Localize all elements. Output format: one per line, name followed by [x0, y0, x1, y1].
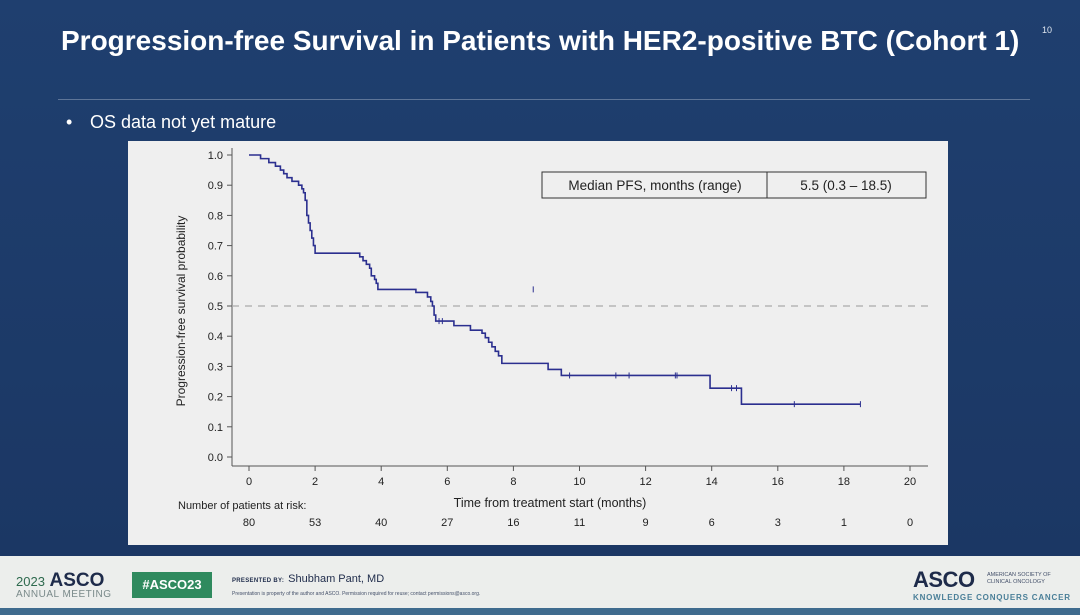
bullet-item: • OS data not yet mature — [66, 112, 276, 133]
at-risk-value: 80 — [243, 517, 255, 529]
y-tick-label: 1.0 — [208, 150, 223, 162]
meeting-year: 2023 — [16, 574, 45, 589]
asco-logo: ASCO — [913, 567, 975, 592]
bullet-text: OS data not yet mature — [90, 112, 277, 132]
y-tick-label: 0.6 — [208, 271, 223, 283]
tick-labels: 0.0 0.1 0.2 0.3 0.4 0.5 0.6 0.7 0.8 0.9 1.0 0 2 4 6 8 10… — [208, 150, 916, 488]
y-tick-label: 0.2 — [208, 392, 223, 404]
y-tick-label: 0.0 — [208, 452, 223, 464]
at-risk-value: 9 — [643, 517, 649, 529]
title-divider — [58, 99, 1030, 100]
meeting-subtitle: ANNUAL MEETING — [16, 589, 112, 600]
km-chart-panel: 0.0 0.1 0.2 0.3 0.4 0.5 0.6 0.7 0.8 0.9 1.0 0 2 4 6 8 10… — [128, 141, 948, 545]
disclaimer: Presentation is property of the author a… — [232, 591, 481, 597]
meeting-logo: 2023 ASCO — [16, 570, 104, 592]
at-risk-value: 11 — [574, 517, 585, 529]
at-risk-value: 40 — [375, 517, 387, 529]
slide-number: 10 — [1042, 25, 1053, 35]
y-tick-label: 0.5 — [208, 301, 223, 313]
x-tick-label: 6 — [444, 476, 450, 488]
x-tick-label: 10 — [573, 476, 585, 488]
at-risk-values: 80 53 40 27 16 11 9 6 3 1 0 — [243, 517, 913, 529]
x-tick-label: 0 — [246, 476, 252, 488]
y-tick-label: 0.9 — [208, 180, 223, 192]
presented-by-label: PRESENTED BY: — [232, 578, 285, 584]
censor-marks — [438, 286, 861, 408]
x-tick-label: 2 — [312, 476, 318, 488]
hashtag-badge: #ASCO23 — [132, 572, 212, 598]
asco-org-name: AMERICAN SOCIETY OF CLINICAL ONCOLOGY — [987, 572, 1051, 585]
x-axis-label: Time from treatment start (months) — [454, 496, 647, 510]
y-tick-label: 0.8 — [208, 210, 223, 222]
at-risk-value: 27 — [441, 517, 453, 529]
x-tick-label: 18 — [838, 476, 850, 488]
y-tick-label: 0.4 — [208, 331, 223, 343]
at-risk-title: Number of patients at risk: — [178, 500, 306, 512]
at-risk-value: 16 — [507, 517, 519, 529]
y-axis-label: Progression-free survival probability — [174, 216, 188, 407]
legend-box — [541, 171, 927, 199]
slide-title: Progression-free Survival in Patients wi… — [61, 25, 1020, 56]
y-tick-label: 0.3 — [208, 361, 223, 373]
presenter: PRESENTED BY: Shubham Pant, MD — [232, 573, 384, 585]
x-tick-label: 16 — [772, 476, 784, 488]
x-tick-label: 4 — [378, 476, 384, 488]
legend-value: 5.5 (0.3 – 18.5) — [800, 178, 892, 193]
x-tick-label: 12 — [639, 476, 651, 488]
median-pfs-table: Median PFS, months (range) 5.5 (0.3 – 18… — [541, 171, 927, 199]
x-tick-label: 8 — [510, 476, 516, 488]
at-risk-value: 3 — [775, 517, 781, 529]
pfs-curve — [249, 154, 861, 405]
y-tick-label: 0.1 — [208, 422, 223, 434]
bullet-icon: • — [66, 112, 73, 132]
y-tick-label: 0.7 — [208, 241, 223, 253]
presenter-name: Shubham Pant, MD — [288, 573, 385, 585]
km-chart: 0.00.10.20.30.40.50.60.70.80.91.00 2 4 6 8 10… — [174, 148, 928, 529]
at-risk-value: 53 — [309, 517, 321, 529]
footer-bar — [0, 608, 1080, 615]
at-risk-value: 6 — [709, 517, 715, 529]
slide: Progression-free Survival in Patients wi… — [0, 0, 1080, 556]
at-risk-value: 1 — [841, 517, 847, 529]
footer: 2023 ASCO ANNUAL MEETING #ASCO23 PRESENT… — [0, 556, 1080, 608]
axes — [227, 148, 928, 471]
at-risk-value: 0 — [907, 517, 913, 529]
meeting-brand: ASCO — [49, 570, 105, 591]
legend-label: Median PFS, months (range) — [568, 178, 741, 193]
x-tick-label: 14 — [706, 476, 718, 488]
asco-tagline: KNOWLEDGE CONQUERS CANCER — [913, 593, 1071, 602]
x-tick-label: 20 — [904, 476, 916, 488]
